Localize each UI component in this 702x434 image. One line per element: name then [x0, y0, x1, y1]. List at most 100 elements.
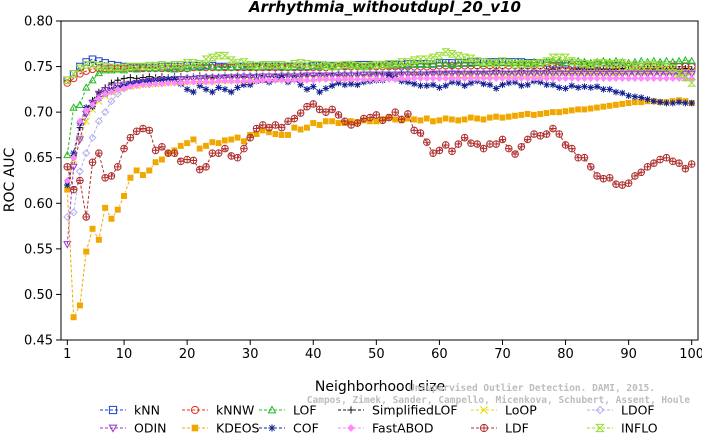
data-point-ldf	[145, 126, 154, 135]
data-point-fastabod	[69, 154, 78, 162]
data-point-fastabod	[416, 74, 425, 83]
x-tick-label: 10	[116, 347, 133, 362]
data-point-kdeos	[189, 135, 198, 144]
data-point-inflo	[624, 61, 634, 70]
data-point-odin	[220, 74, 230, 82]
data-point-kdeos	[498, 114, 507, 122]
legend-label: LOF	[293, 403, 317, 418]
data-point-odin	[637, 70, 646, 79]
data-point-fastabod	[114, 85, 122, 94]
series-fastabod	[63, 74, 696, 185]
data-point-odin	[492, 70, 501, 79]
legend-marker	[108, 405, 118, 415]
data-point-inflo	[479, 58, 489, 66]
data-point-odin	[334, 72, 343, 81]
data-point-kdeos	[473, 114, 481, 123]
y-tick-label: 0.45	[24, 334, 53, 349]
data-point-odin	[258, 73, 267, 81]
legend-label: ODIN	[134, 421, 167, 434]
data-point-inflo	[636, 62, 646, 71]
data-point-cof	[341, 81, 349, 89]
data-point-inflo	[195, 60, 205, 68]
legend-item-lof: LOF	[259, 403, 317, 418]
data-point-ldf	[107, 172, 116, 180]
data-point-lof	[687, 56, 696, 65]
data-point-kdeos	[625, 99, 633, 107]
data-point-kdeos	[486, 114, 494, 122]
data-point-lof	[454, 59, 463, 67]
data-point-inflo	[447, 50, 457, 58]
data-point-kdeos	[152, 158, 160, 166]
data-point-ldf	[252, 124, 261, 133]
data-point-inflo	[598, 59, 608, 67]
data-point-ldf	[69, 185, 78, 194]
data-point-simplifiedlof	[114, 76, 122, 84]
legend-label: FastABOD	[372, 421, 434, 434]
data-point-lof	[441, 59, 450, 67]
data-point-inflo	[277, 60, 287, 69]
data-point-inflo	[516, 60, 526, 68]
data-point-inflo	[220, 51, 230, 60]
data-point-fastabod	[101, 90, 109, 98]
x-tick-label: 30	[242, 347, 259, 362]
data-point-lof	[182, 64, 192, 72]
data-point-kdeos	[568, 106, 576, 114]
data-point-cof	[70, 149, 77, 157]
data-point-odin	[441, 70, 450, 79]
data-point-odin	[290, 73, 299, 81]
data-point-fastabod	[410, 74, 418, 83]
data-point-ldf	[183, 155, 191, 164]
data-point-kdeos	[448, 115, 456, 124]
data-point-kdeos	[536, 110, 544, 118]
data-point-fastabod	[278, 76, 286, 84]
data-point-ldf	[214, 149, 223, 157]
data-point-inflo	[302, 60, 312, 68]
data-point-inflo	[81, 60, 91, 69]
data-point-ldf	[284, 117, 292, 126]
data-point-odin	[391, 71, 400, 80]
data-point-inflo	[201, 55, 211, 64]
data-point-odin	[422, 71, 431, 80]
data-point-ldf	[315, 105, 324, 114]
data-point-odin	[561, 70, 570, 79]
x-tick-label: 50	[368, 347, 385, 362]
data-point-odin	[517, 70, 526, 79]
data-point-inflo	[100, 62, 110, 71]
series-line-inflo	[66, 51, 693, 84]
data-point-ldf	[246, 133, 255, 142]
data-point-ldf	[139, 124, 147, 133]
data-point-odin	[466, 70, 476, 79]
data-point-odin	[246, 74, 255, 82]
data-point-inflo	[485, 59, 495, 67]
data-point-kdeos	[309, 119, 317, 127]
data-point-cof	[209, 88, 216, 96]
legend-marker	[347, 406, 355, 414]
data-point-ldf	[158, 142, 166, 151]
data-point-inflo	[460, 53, 470, 62]
data-point-fastabod	[524, 74, 532, 83]
data-point-inflo	[548, 53, 558, 62]
legend-marker	[267, 405, 277, 414]
data-point-fastabod	[189, 78, 198, 86]
data-point-fastabod	[353, 75, 362, 83]
data-point-inflo	[504, 59, 514, 67]
data-point-cof	[524, 81, 532, 89]
data-point-ldf	[113, 163, 122, 171]
data-point-lof	[88, 75, 97, 84]
data-point-odin	[277, 73, 286, 81]
data-point-cof	[347, 80, 355, 88]
data-point-fastabod	[486, 74, 494, 83]
data-point-inflo	[472, 57, 482, 65]
series-line-fastabod	[66, 77, 692, 181]
data-point-ldf	[561, 141, 570, 149]
data-point-ldf	[618, 181, 627, 189]
data-point-odin	[195, 75, 204, 83]
data-point-ldf	[536, 132, 545, 140]
data-point-kdeos	[517, 111, 526, 119]
data-point-cof	[593, 83, 601, 90]
data-point-fastabod	[397, 74, 406, 83]
data-point-inflo	[668, 64, 678, 73]
data-point-lof	[107, 65, 116, 74]
data-point-lof	[164, 64, 173, 72]
x-tick-label: 40	[305, 347, 322, 362]
